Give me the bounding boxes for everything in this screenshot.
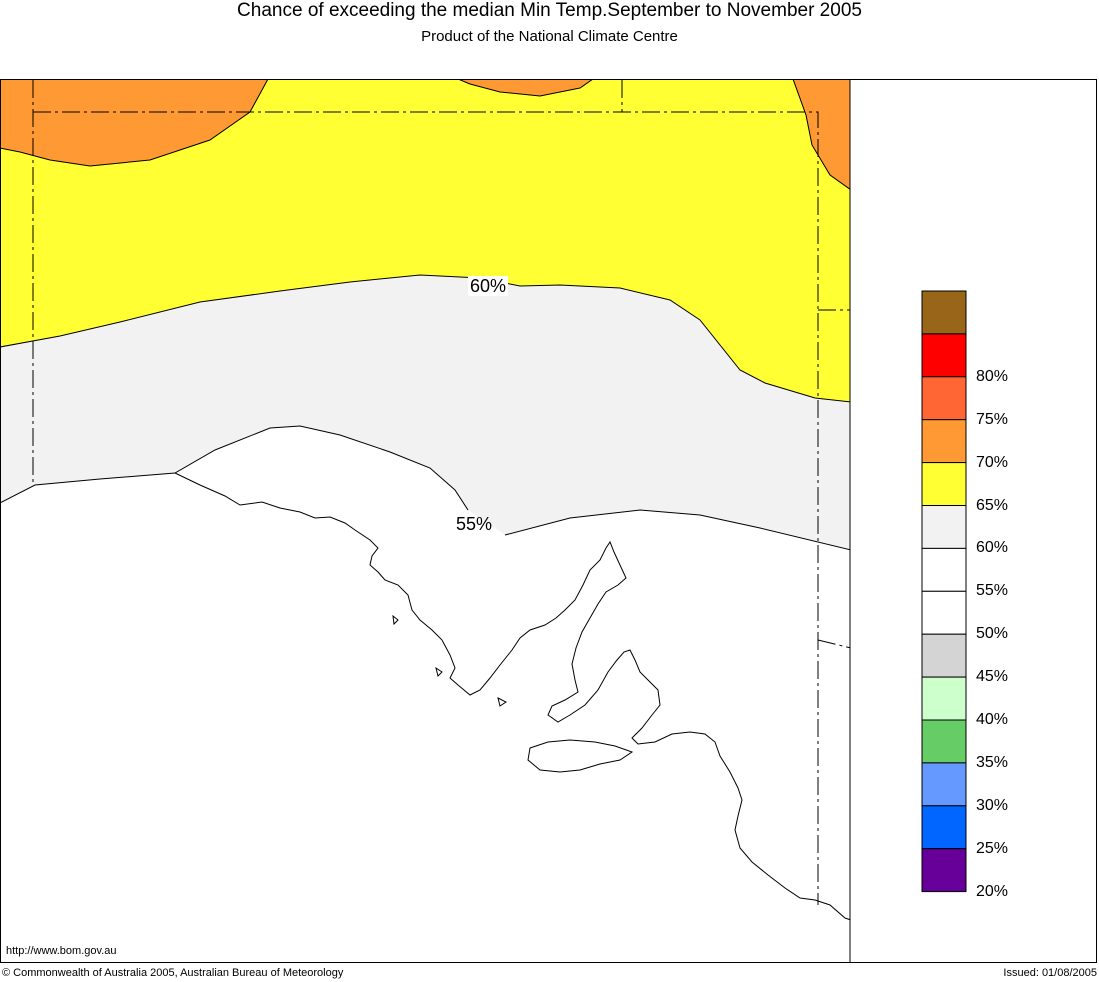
contour-label-60: 60% (468, 276, 509, 296)
region-50-55 (1, 426, 850, 962)
legend-label: 80% (976, 367, 1009, 385)
contour-label-55: 55% (456, 514, 493, 534)
map-frame (0, 79, 1097, 963)
map-subtitle: Product of the National Climate Centre (421, 28, 678, 45)
region-65-70-east (793, 80, 850, 190)
issued-date: Issued: 01/08/2005 (1003, 967, 1097, 979)
region-60-65 (1, 80, 850, 402)
legend-label: 20% (976, 882, 1009, 900)
coastline (174, 472, 850, 921)
legend-label: 40% (976, 711, 1009, 728)
region-65-70-west (1, 80, 268, 166)
legend-label: 50% (976, 625, 1009, 643)
legend-label: 60% (976, 539, 1009, 557)
legend-label: 55% (976, 582, 1009, 600)
kangaroo-island (527, 739, 634, 773)
legend-label: 75% (976, 410, 1009, 428)
legend-label: 65% (976, 496, 1009, 514)
legend-label: 45% (976, 668, 1009, 686)
legend-label: 25% (976, 839, 1009, 857)
copyright-notice: © Commonwealth of Australia 2005, Austra… (2, 967, 344, 979)
legend-label: 35% (976, 753, 1009, 771)
map-title: Chance of exceeding the median Min Temp.… (237, 0, 862, 21)
legend-label: 70% (976, 453, 1009, 471)
source-url[interactable]: http://www.bom.gov.au (6, 945, 117, 957)
legend-label: 30% (976, 796, 1009, 814)
